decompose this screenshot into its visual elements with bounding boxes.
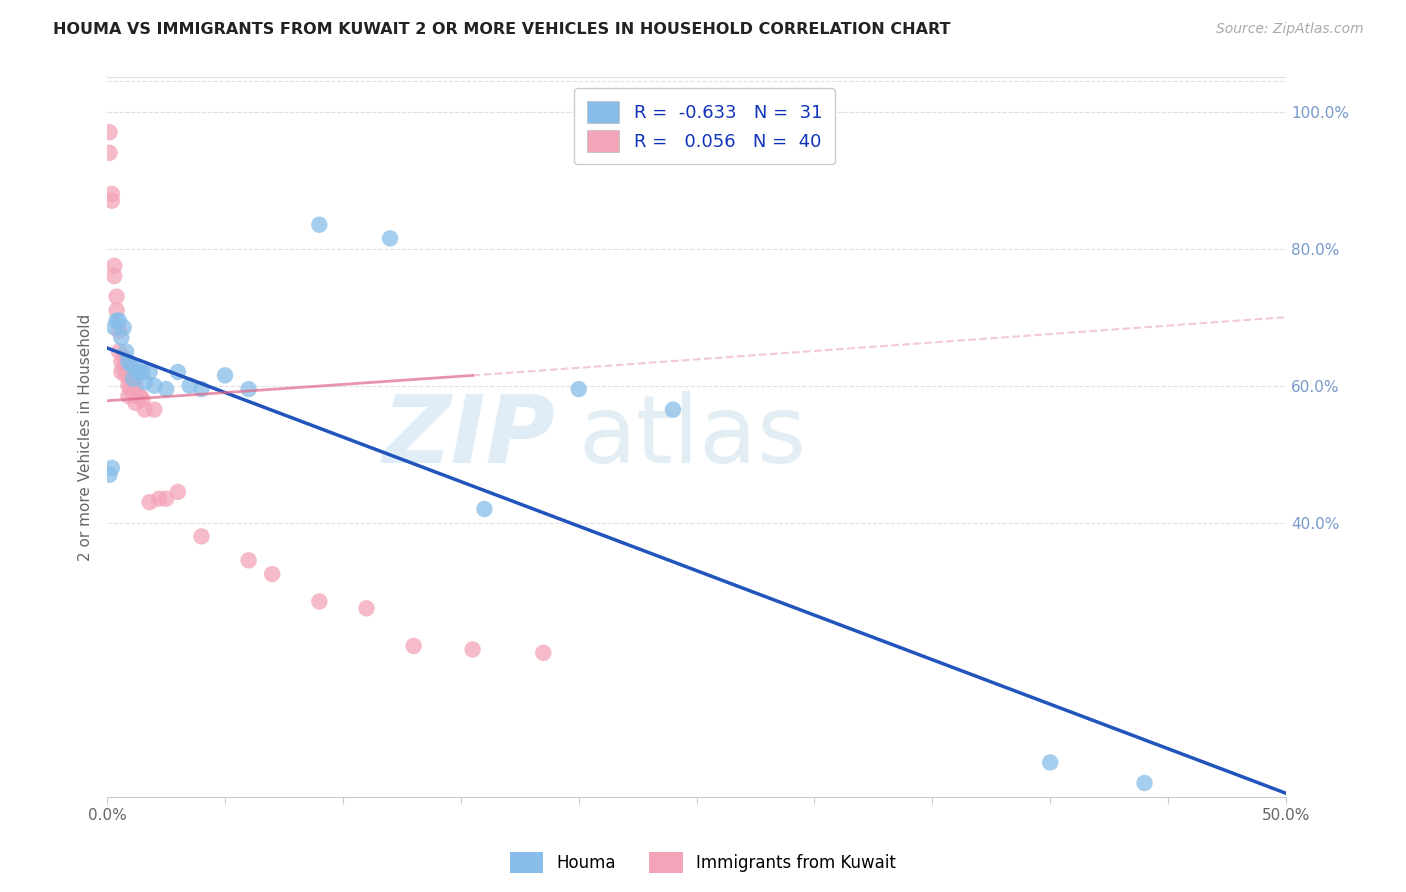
Point [474,502,496,516]
Point [101,186,124,201]
Point [155,382,177,396]
Point [378,231,401,245]
Point [115,344,138,359]
Point [124,378,146,392]
Point [122,372,145,386]
Point [98,145,121,160]
Point [108,344,131,359]
Point [112,361,135,376]
Point [112,351,135,366]
Point [124,396,146,410]
Point [143,378,166,392]
Point [103,259,125,273]
Point [531,646,554,660]
Point [262,567,284,582]
Point [402,639,425,653]
Point [117,378,139,392]
Point [461,642,484,657]
Point [124,361,146,376]
Point [190,382,212,396]
Point [120,382,142,396]
Point [105,303,128,318]
Point [155,491,177,506]
Point [115,368,138,383]
Point [115,358,138,372]
Point [308,218,330,232]
Point [167,484,190,499]
Point [103,320,125,334]
Point [138,495,160,509]
Point [127,365,149,379]
Point [110,355,132,369]
Point [129,365,152,379]
Point [167,365,190,379]
Point [308,594,330,608]
Point [101,194,124,208]
Point [101,461,124,475]
Legend: Houma, Immigrants from Kuwait: Houma, Immigrants from Kuwait [503,846,903,880]
Point [117,355,139,369]
Point [112,320,135,334]
Point [127,389,149,403]
Point [662,402,685,417]
Point [134,402,156,417]
Point [190,529,212,543]
Point [1133,776,1156,790]
Point [134,376,156,390]
Point [214,368,236,383]
Text: ZIP: ZIP [382,391,555,483]
Point [117,389,139,403]
Point [356,601,378,615]
Y-axis label: 2 or more Vehicles in Household: 2 or more Vehicles in Household [79,313,93,561]
Point [129,389,152,403]
Point [110,331,132,345]
Point [143,402,166,417]
Point [568,382,591,396]
Point [120,378,142,392]
Text: atlas: atlas [579,391,807,483]
Legend: R =  -0.633   N =  31, R =   0.056   N =  40: R = -0.633 N = 31, R = 0.056 N = 40 [574,88,835,164]
Point [120,358,142,372]
Point [122,385,145,400]
Point [179,378,201,392]
Point [238,382,260,396]
Point [105,290,128,304]
Point [108,324,131,338]
Point [98,467,121,482]
Point [108,313,131,327]
Point [98,125,121,139]
Point [238,553,260,567]
Point [131,392,153,407]
Text: HOUMA VS IMMIGRANTS FROM KUWAIT 2 OR MORE VEHICLES IN HOUSEHOLD CORRELATION CHAR: HOUMA VS IMMIGRANTS FROM KUWAIT 2 OR MOR… [53,22,950,37]
Point [148,491,170,506]
Point [131,365,153,379]
Point [105,313,128,327]
Point [1039,756,1062,770]
Point [138,365,160,379]
Text: Source: ZipAtlas.com: Source: ZipAtlas.com [1216,22,1364,37]
Point [110,365,132,379]
Point [103,269,125,284]
